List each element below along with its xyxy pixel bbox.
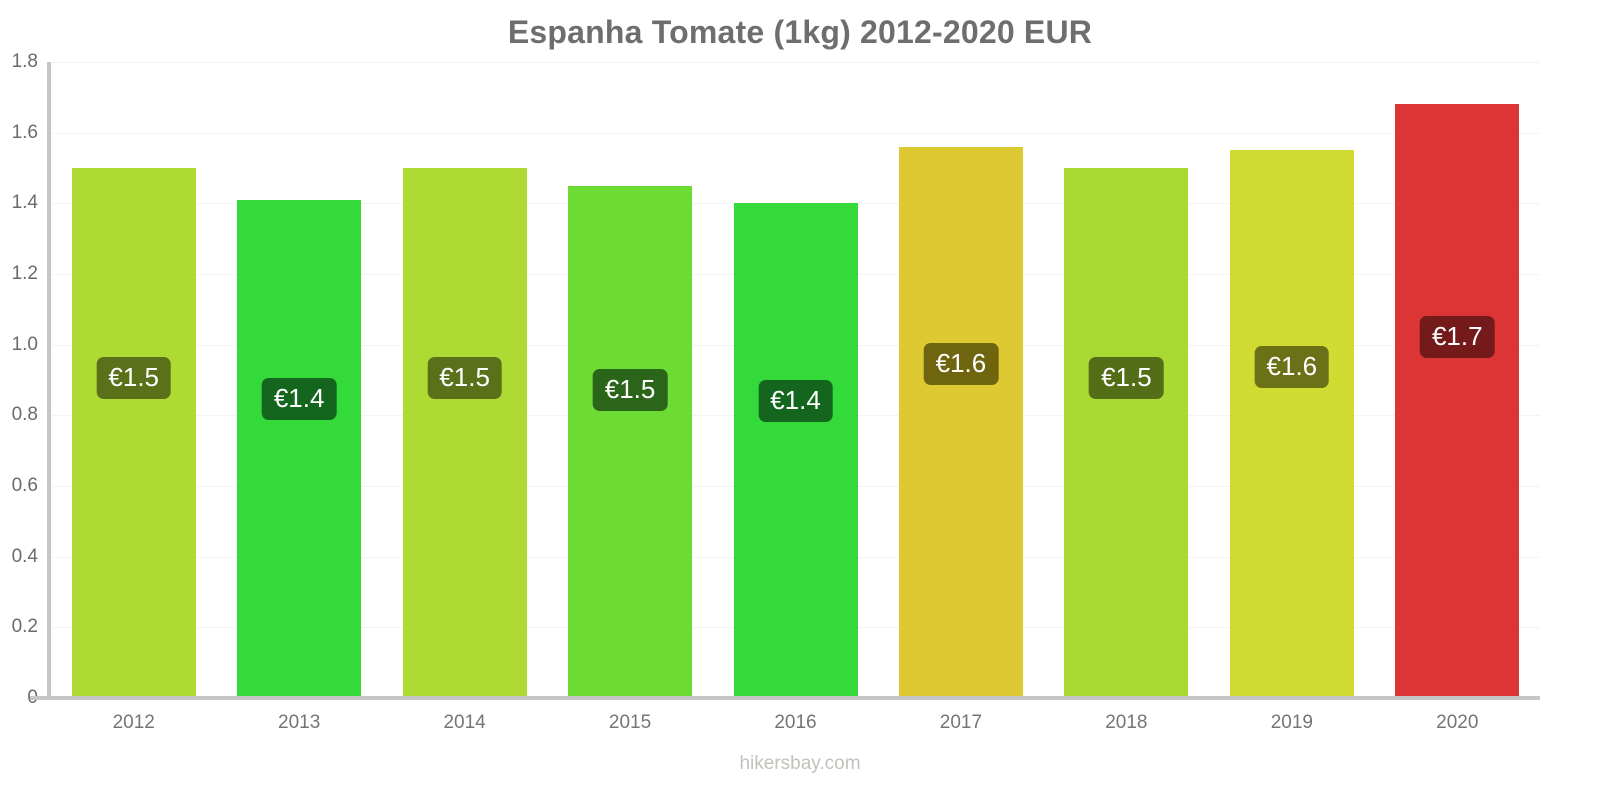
plot-area: €1.5 €1.4 €1.5 €1.5 €1.4 €1.6 €1.5 €1.6 €1.7	[51, 62, 1540, 699]
bar-value-label: €1.5	[427, 357, 502, 400]
y-tick-label: 0.2	[11, 616, 38, 638]
bar[interactable]: €1.4	[733, 203, 858, 698]
bar-value-label: €1.6	[923, 343, 999, 386]
bar[interactable]: €1.6	[898, 146, 1023, 698]
bar[interactable]: €1.4	[237, 199, 362, 698]
bar-value-label: €1.4	[261, 377, 337, 420]
gridline	[51, 62, 1540, 63]
y-tick-label: 1.8	[11, 51, 38, 72]
y-tick-label: 1.4	[11, 192, 38, 214]
x-tick-label: 2018	[1105, 712, 1148, 733]
bar-value-label: €1.5	[592, 368, 668, 411]
bar-value-label: €1.5	[96, 357, 172, 400]
x-axis-line	[30, 696, 1540, 700]
bar[interactable]: €1.5	[1064, 168, 1189, 698]
x-tick-label: 2014	[443, 712, 486, 733]
x-tick-label: 2019	[1270, 712, 1313, 733]
bar-value-label: €1.7	[1419, 316, 1495, 359]
bar[interactable]: €1.5	[568, 185, 693, 698]
y-tick-label: 0.6	[11, 475, 38, 496]
footer-source: hikersbay.com	[739, 753, 861, 774]
bar-value-label: €1.6	[1254, 345, 1330, 388]
y-axis-line	[47, 62, 51, 700]
x-tick-label: 2017	[939, 712, 983, 733]
x-tick-label: 2020	[1436, 712, 1479, 733]
x-tick-label: 2012	[112, 712, 155, 733]
y-tick-label: 0.8	[11, 404, 38, 426]
bar[interactable]: €1.7	[1395, 104, 1520, 698]
y-tick-label: 1.6	[11, 121, 38, 143]
bar[interactable]: €1.5	[402, 168, 527, 698]
bar-value-label: €1.4	[758, 379, 833, 422]
gridline	[51, 132, 1540, 134]
bar[interactable]: €1.6	[1229, 150, 1354, 698]
x-tick-label: 2013	[278, 712, 321, 733]
bar-value-label: €1.5	[1089, 357, 1164, 400]
x-tick-label: 2016	[774, 712, 817, 733]
y-tick-label: 1.0	[11, 333, 38, 355]
chart-title: Espanha Tomate (1kg) 2012-2020 EUR	[507, 14, 1093, 50]
x-tick-label: 2015	[608, 712, 652, 733]
bar[interactable]: €1.5	[71, 168, 196, 698]
y-tick-label: 0.4	[11, 545, 38, 567]
y-tick-label: 1.2	[11, 263, 38, 284]
